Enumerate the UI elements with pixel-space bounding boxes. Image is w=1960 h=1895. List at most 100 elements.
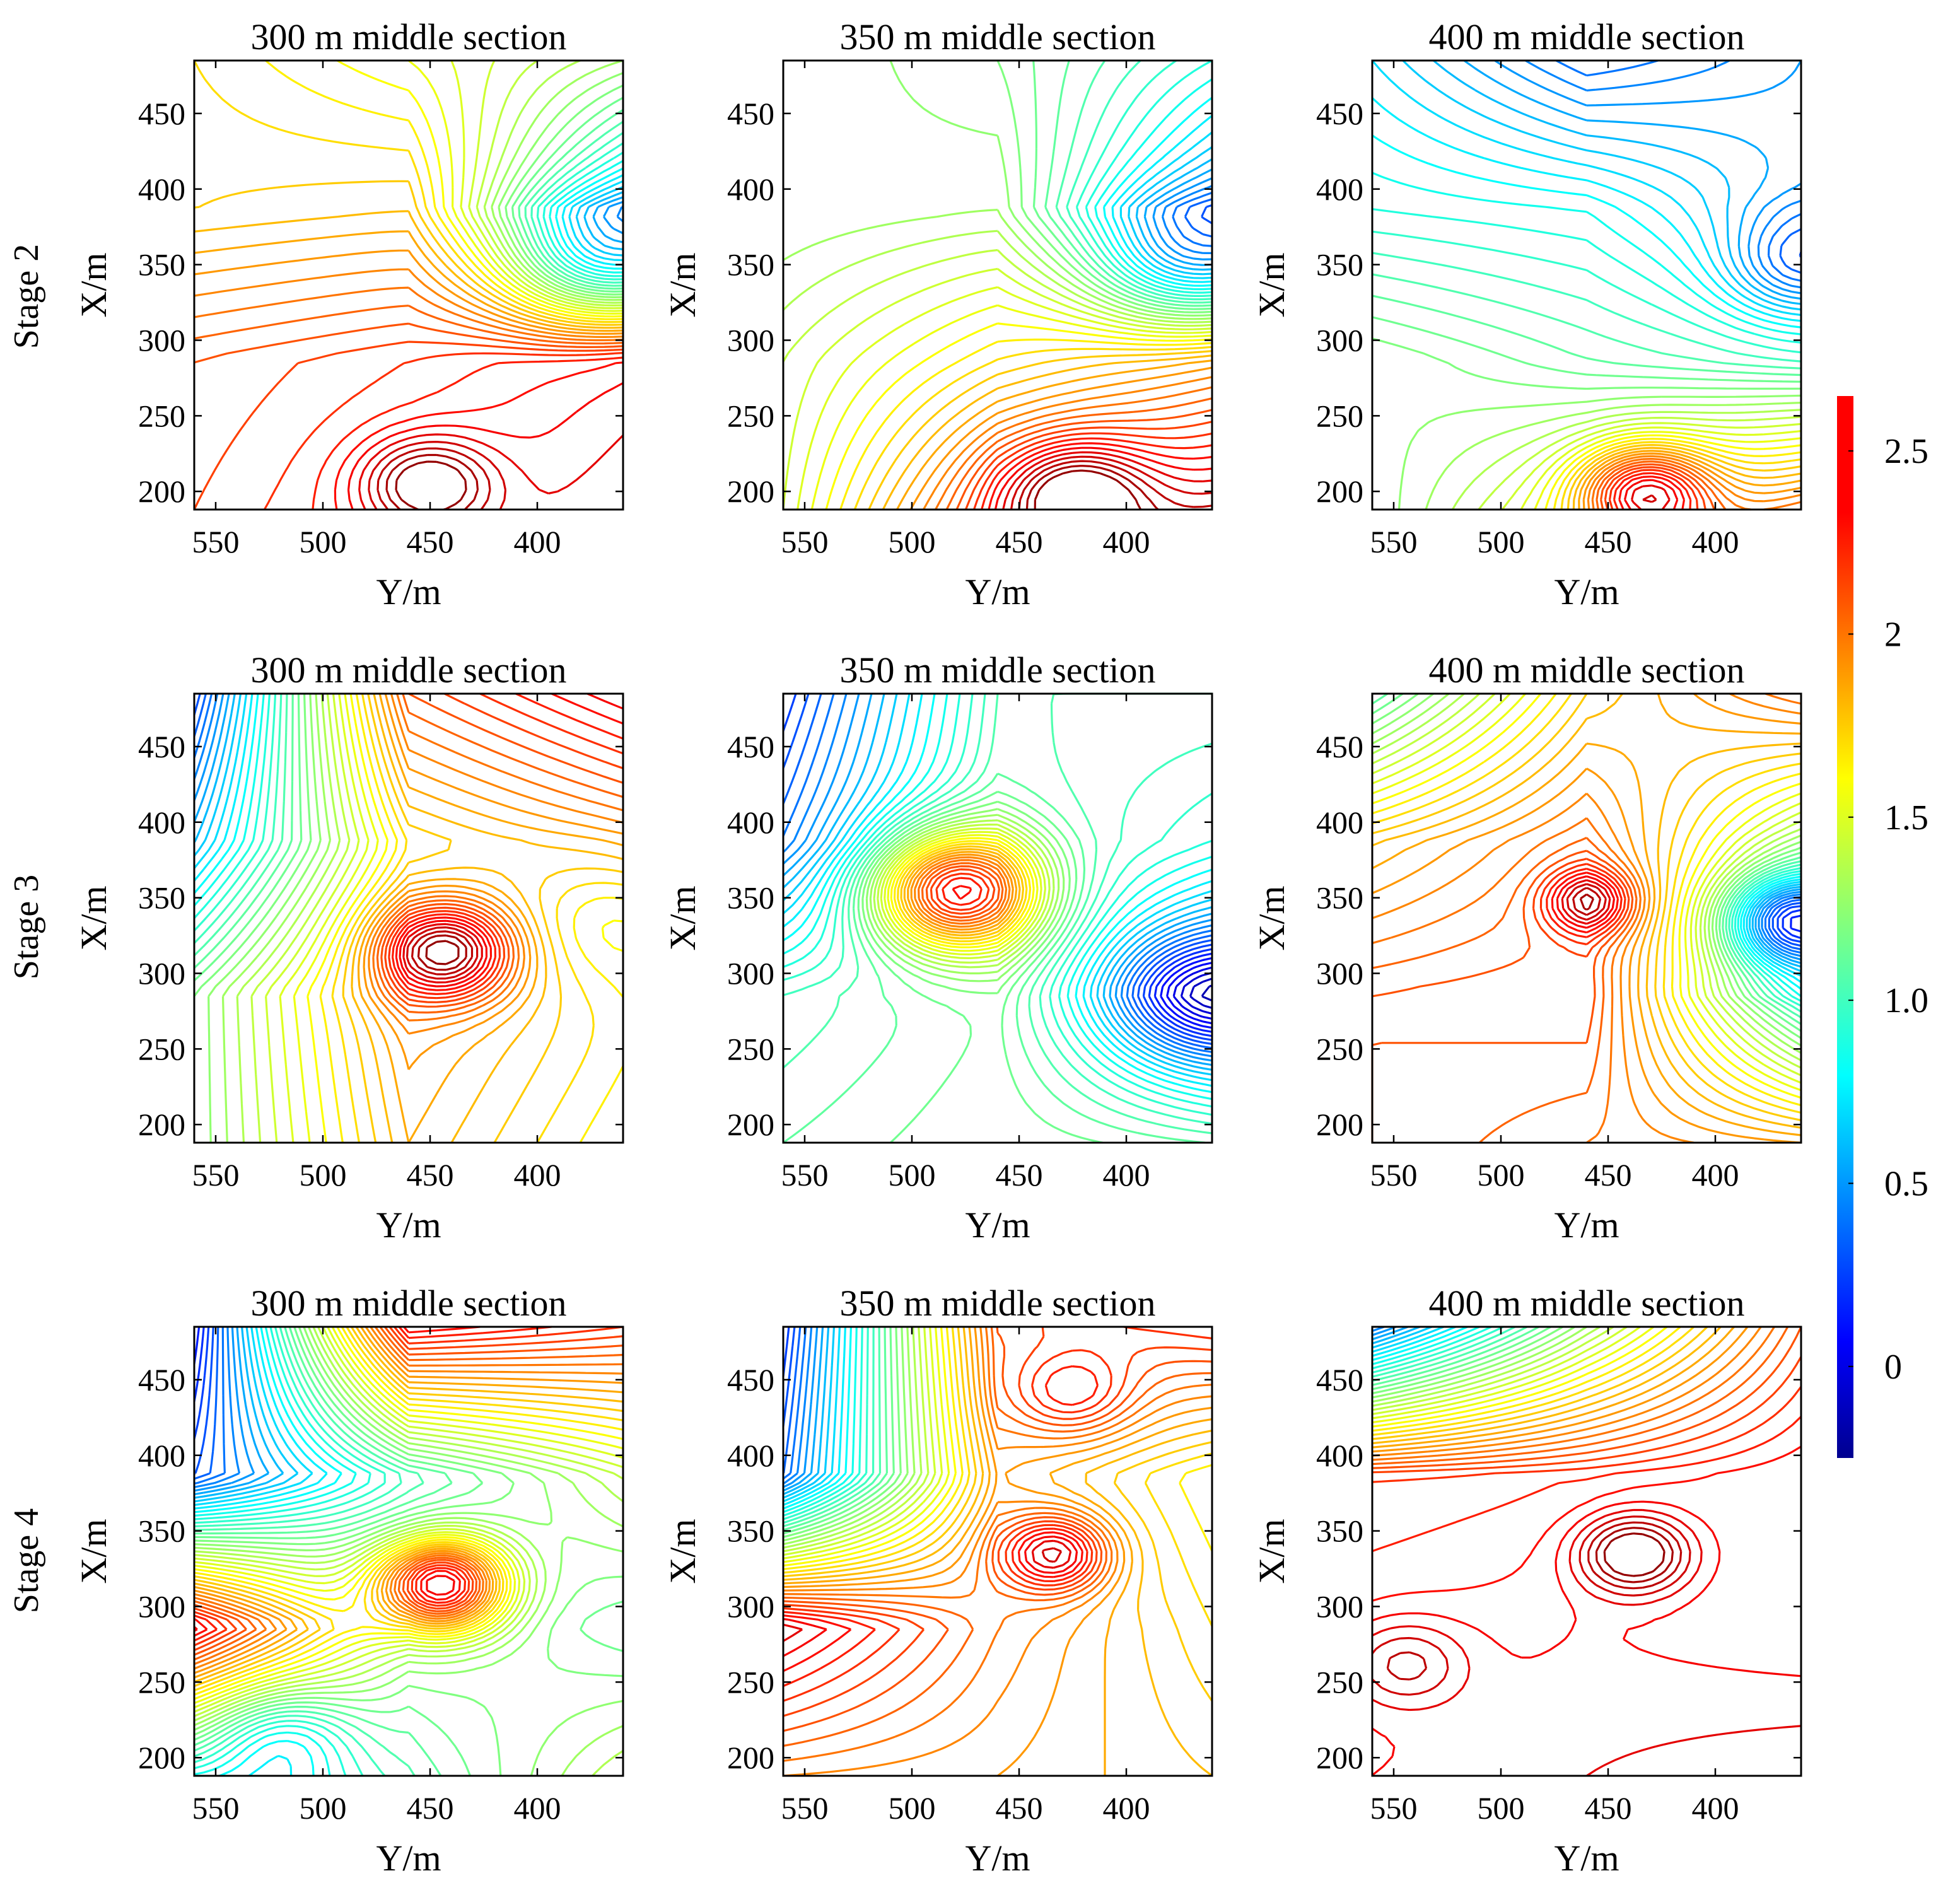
contour-level: [1372, 1500, 1802, 1776]
contour-level: [1372, 1326, 1668, 1428]
contour-level: [194, 1326, 624, 1683]
contour-level: [783, 1326, 819, 1488]
panel-title: 350 m middle section: [840, 16, 1156, 57]
contour-level: [1572, 887, 1602, 916]
contour-level: [505, 84, 624, 296]
contour-level: [193, 693, 225, 802]
contour-level: [518, 108, 624, 290]
contour-level: [918, 859, 1008, 925]
contour-level: [887, 834, 1039, 952]
contour-level: [1768, 899, 1802, 951]
x-tick-label: 500: [1478, 524, 1525, 559]
contour-level: [1128, 146, 1213, 276]
contour-level: [1372, 1356, 1802, 1474]
contour-level: [1372, 692, 1802, 1084]
contour-level: [952, 885, 972, 900]
contour-level: [1779, 228, 1802, 274]
contour-level: [1372, 1326, 1789, 1466]
contour-level: [536, 142, 624, 281]
contour-level: [935, 386, 1213, 510]
contour-level: [194, 1326, 624, 1776]
contour-level: [1372, 1416, 1802, 1553]
contour-level: [405, 926, 479, 980]
contour-level: [1525, 59, 1802, 289]
contour-level: [1372, 1326, 1564, 1395]
contour-level: [783, 693, 1213, 1100]
contour-level: [194, 1326, 624, 1705]
contour-level: [1160, 957, 1213, 1029]
contour-level: [1055, 60, 1213, 304]
contour-level: [783, 1326, 895, 1535]
contour-level: [1372, 1326, 1628, 1415]
contour-level: [265, 59, 624, 320]
contour-level: [1553, 438, 1802, 510]
contour-level: [376, 693, 624, 1014]
contour-level: [783, 1326, 902, 1538]
contour-level: [783, 1326, 1213, 1717]
contour-level: [782, 248, 1213, 363]
contour-level: [194, 1326, 624, 1647]
contour-level: [194, 1326, 624, 1700]
contour-level: [250, 693, 351, 1143]
contour-level: [542, 151, 624, 277]
x-tick-label: 400: [514, 524, 561, 559]
contour-level: [1143, 168, 1213, 266]
contour-level: [935, 872, 990, 911]
contour-level: [1372, 1445, 1802, 1602]
contour-level: [1085, 59, 1213, 294]
y-tick-label: 200: [727, 1740, 774, 1775]
contour-level: [193, 693, 265, 907]
contour-level: [783, 1326, 950, 1563]
contour-level: [1372, 1326, 1587, 1403]
y-tick-label: 450: [138, 729, 185, 764]
contour-level: [194, 1326, 284, 1499]
contour-level: [783, 1531, 1083, 1672]
y-tick-label: 350: [138, 1513, 185, 1549]
contour-level: [1372, 1326, 1456, 1357]
contour-level: [1148, 948, 1213, 1037]
colorbar-tick-label: 2: [1884, 615, 1902, 654]
panel-grid: 300 m middle section 550 500 450 400 200 250 30…: [73, 16, 1802, 1879]
contour-level: [312, 356, 624, 510]
y-tick-label: 300: [138, 956, 185, 991]
contour-level: [895, 359, 1213, 510]
contour-level: [783, 1326, 824, 1492]
contour-level: [893, 840, 1032, 946]
colorbar-tick-label: 1.0: [1884, 981, 1928, 1020]
contour-level: [1372, 1326, 1397, 1336]
contour-level: [1494, 59, 1802, 294]
contour-level: [498, 72, 624, 298]
contour-level: [399, 692, 624, 988]
contour-level: [783, 1326, 923, 1549]
x-axis-label: Y/m: [965, 1838, 1030, 1879]
y-tick-label: 200: [1316, 474, 1363, 509]
contour-level: [1032, 60, 1213, 310]
contour-level: [1372, 692, 1802, 1054]
contour-level: [583, 191, 624, 250]
contour-level: [1372, 1326, 1749, 1453]
panel-stage3-350m: 350 m middle section 550 500 450 400 200 250 30…: [662, 650, 1213, 1245]
contour-level: [955, 409, 1213, 510]
x-tick-label: 450: [996, 1157, 1043, 1192]
contour-level: [193, 341, 624, 510]
contour-level: [407, 59, 624, 315]
contour-level: [782, 693, 1213, 1049]
contour-level: [194, 1326, 241, 1488]
plot-frame: [193, 692, 624, 1144]
contour-level: [782, 230, 1213, 324]
contour-level: [1172, 966, 1213, 1020]
contour-level: [783, 1326, 830, 1496]
contour-level: [782, 692, 1213, 1134]
contour-level: [1372, 1326, 1802, 1469]
colorbar-tick-label: 0.5: [1884, 1164, 1928, 1203]
contour-level: [372, 693, 624, 1022]
contour-lines: [1371, 1326, 1802, 1777]
contour-level: [194, 1326, 481, 1637]
contour-level: [1372, 134, 1802, 329]
colorbar-gradient: [1837, 396, 1853, 1458]
x-axis-label: Y/m: [965, 1204, 1030, 1245]
contour-level: [994, 446, 1213, 510]
contour-level: [1725, 860, 1802, 1019]
contour-level: [783, 1326, 909, 1542]
contour-level: [1761, 893, 1802, 957]
